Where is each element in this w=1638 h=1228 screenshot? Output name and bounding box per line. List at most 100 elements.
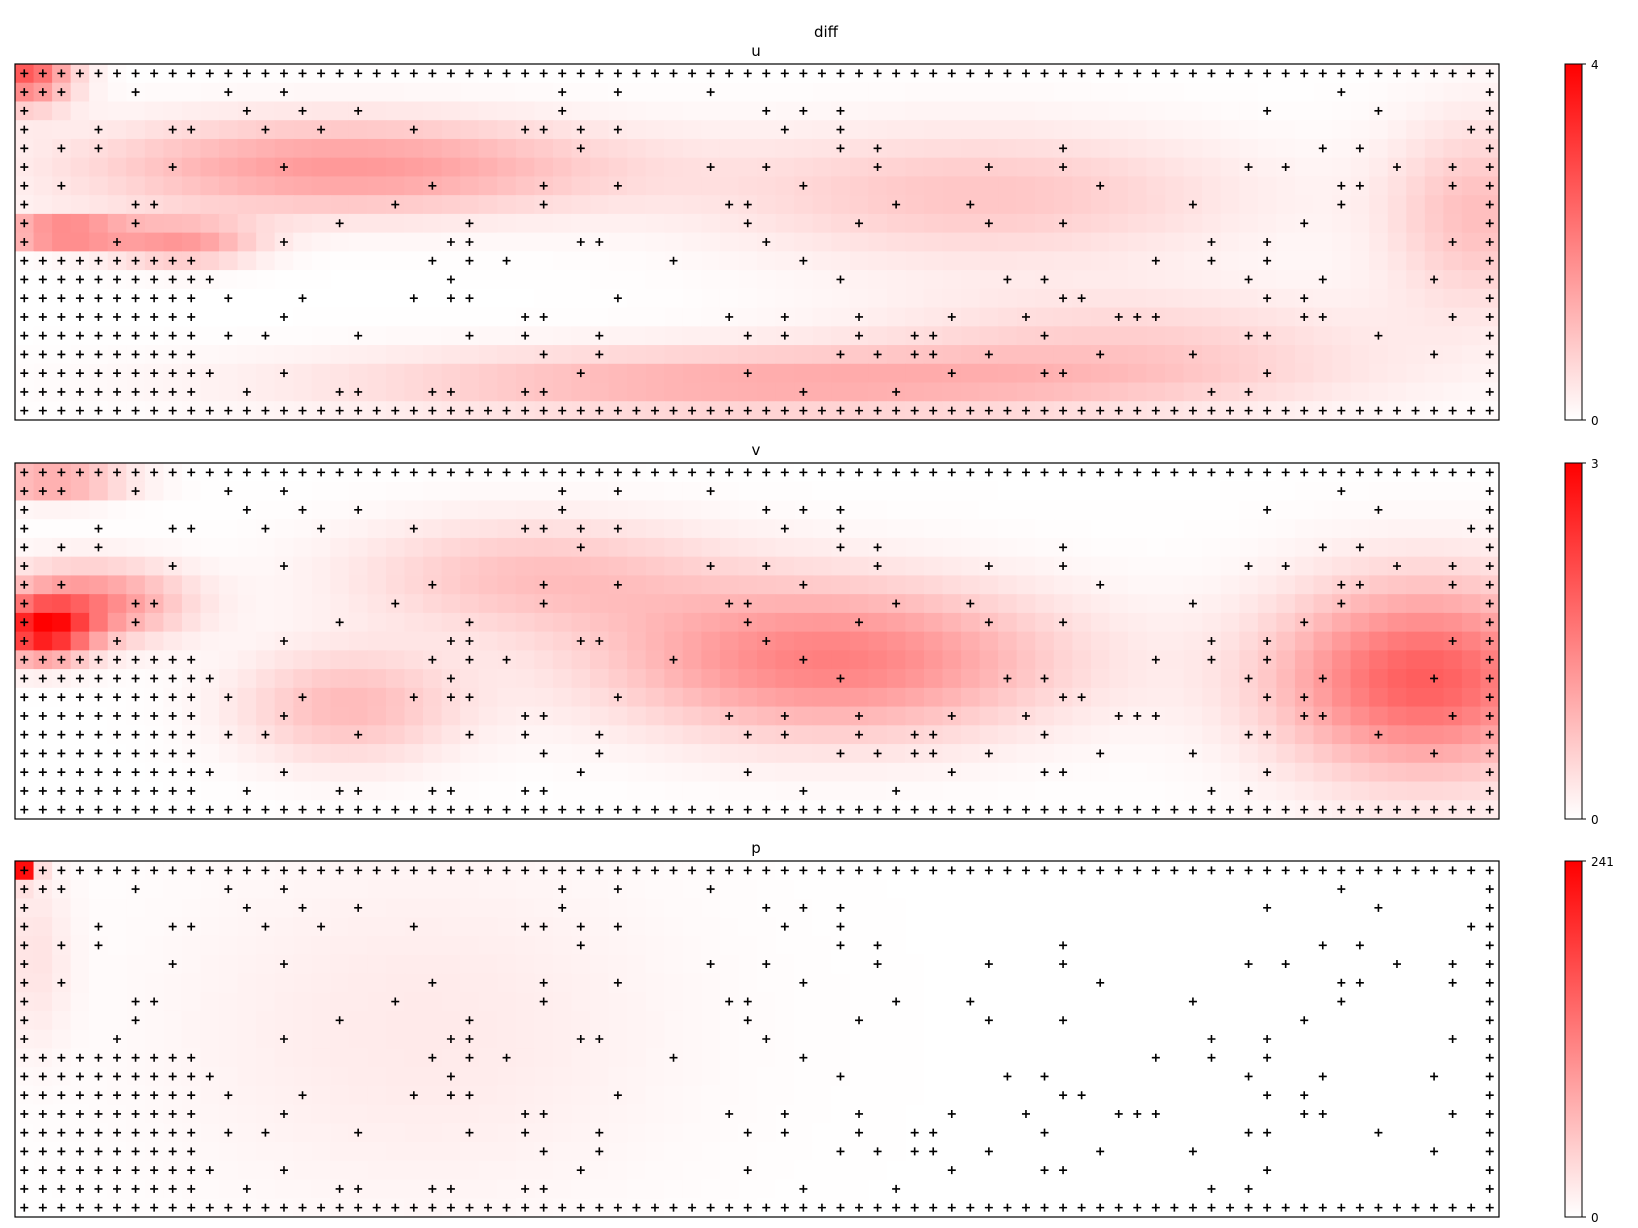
boundary-marker (187, 655, 196, 664)
heatmap-cell (478, 725, 498, 745)
boundary-marker (1318, 805, 1327, 814)
heatmap-cell (386, 82, 406, 103)
boundary-marker (892, 69, 901, 78)
heatmap-cell (1183, 1029, 1203, 1049)
heatmap-cell (497, 1010, 517, 1031)
heatmap-cell (311, 1104, 331, 1124)
heatmap-cell (1406, 575, 1426, 595)
heatmap-cell (682, 500, 702, 520)
heatmap-cell (775, 500, 795, 520)
heatmap-cell (367, 519, 387, 539)
heatmap-cell (1090, 1029, 1111, 1049)
boundary-marker (168, 331, 177, 340)
heatmap-cell (1183, 138, 1203, 159)
boundary-marker (855, 69, 864, 78)
heatmap-cell (701, 1048, 721, 1068)
heatmap-cell (1146, 556, 1166, 577)
heatmap-cell (1128, 363, 1148, 384)
boundary-marker (1133, 711, 1142, 720)
heatmap-cell (961, 650, 981, 670)
heatmap-cell (590, 481, 610, 502)
heatmap-cell (1183, 157, 1203, 178)
boundary-marker (94, 125, 103, 134)
heatmap-cell (552, 992, 573, 1012)
heatmap-cell (1035, 954, 1055, 975)
heatmap-cell (460, 195, 480, 215)
heatmap-cell (1276, 288, 1296, 309)
heatmap-cell (775, 650, 795, 670)
heatmap-cell (794, 363, 814, 384)
heatmap-cell (757, 917, 777, 937)
heatmap-cell (923, 481, 944, 502)
heatmap-cell (812, 138, 832, 159)
heatmap-cell (478, 326, 498, 346)
boundary-marker (38, 749, 47, 758)
heatmap-cell (1257, 879, 1277, 900)
boundary-marker (1077, 69, 1086, 78)
heatmap-cell (1202, 1085, 1222, 1106)
boundary-marker (38, 387, 47, 396)
boundary-marker (743, 730, 752, 739)
heatmap-cell (237, 1010, 257, 1031)
heatmap-cell (478, 706, 498, 726)
heatmap-cell (719, 326, 740, 346)
heatmap-cell (1072, 382, 1092, 402)
heatmap-cell (1276, 345, 1296, 365)
heatmap-cell (1165, 879, 1185, 900)
boundary-marker (317, 406, 326, 415)
heatmap-cell (905, 101, 925, 121)
heatmap-cell (886, 138, 906, 159)
heatmap-cell (219, 612, 239, 633)
heatmap-cell (200, 519, 220, 539)
heatmap-cell (1294, 1048, 1315, 1068)
boundary-marker (428, 655, 437, 664)
heatmap-cell (979, 101, 999, 121)
heatmap-cell (1313, 1029, 1333, 1049)
heatmap-cell (200, 382, 220, 402)
heatmap-cell (1053, 176, 1073, 196)
heatmap-cell (1072, 232, 1092, 252)
heatmap-cell (1350, 120, 1370, 140)
boundary-marker (1430, 674, 1439, 683)
heatmap-cell (534, 725, 554, 745)
heatmap-cell (794, 345, 814, 365)
heatmap-cell (590, 176, 610, 196)
boundary-marker (409, 468, 418, 477)
heatmap-cell (905, 537, 925, 558)
boundary-marker (855, 730, 864, 739)
heatmap-cell (1424, 1029, 1444, 1049)
heatmap-cell (627, 176, 647, 196)
heatmap-cell (1128, 992, 1148, 1012)
heatmap-cell (608, 1048, 628, 1068)
heatmap-cell (794, 1085, 814, 1106)
boundary-marker (1207, 805, 1216, 814)
heatmap-cell (1183, 1048, 1203, 1068)
boundary-marker (1263, 468, 1272, 477)
heatmap-cell (998, 762, 1018, 783)
boundary-marker (576, 468, 585, 477)
heatmap-cell (794, 232, 814, 252)
heatmap-cell (1387, 992, 1407, 1012)
heatmap-cell (590, 363, 610, 384)
heatmap-cell (682, 120, 702, 140)
heatmap-cell (1128, 213, 1148, 234)
heatmap-cell (1257, 82, 1277, 103)
heatmap-cell (701, 176, 721, 196)
heatmap-cell (1461, 725, 1482, 745)
heatmap-cell (256, 307, 276, 327)
heatmap-cell (1313, 898, 1333, 918)
heatmap-cell (274, 120, 294, 140)
heatmap-cell (1350, 879, 1370, 900)
heatmap-cell (460, 519, 480, 539)
heatmap-cell (1128, 1067, 1148, 1087)
heatmap-cell (1387, 288, 1407, 309)
boundary-marker (1040, 768, 1049, 777)
heatmap-cell (1406, 1067, 1426, 1087)
heatmap-cell (348, 232, 369, 252)
heatmap-cell (386, 575, 406, 595)
boundary-marker (1151, 711, 1160, 720)
heatmap-cell (534, 879, 554, 900)
boundary-marker (20, 106, 29, 115)
heatmap-cell (645, 631, 665, 651)
heatmap-cell (1424, 725, 1444, 745)
